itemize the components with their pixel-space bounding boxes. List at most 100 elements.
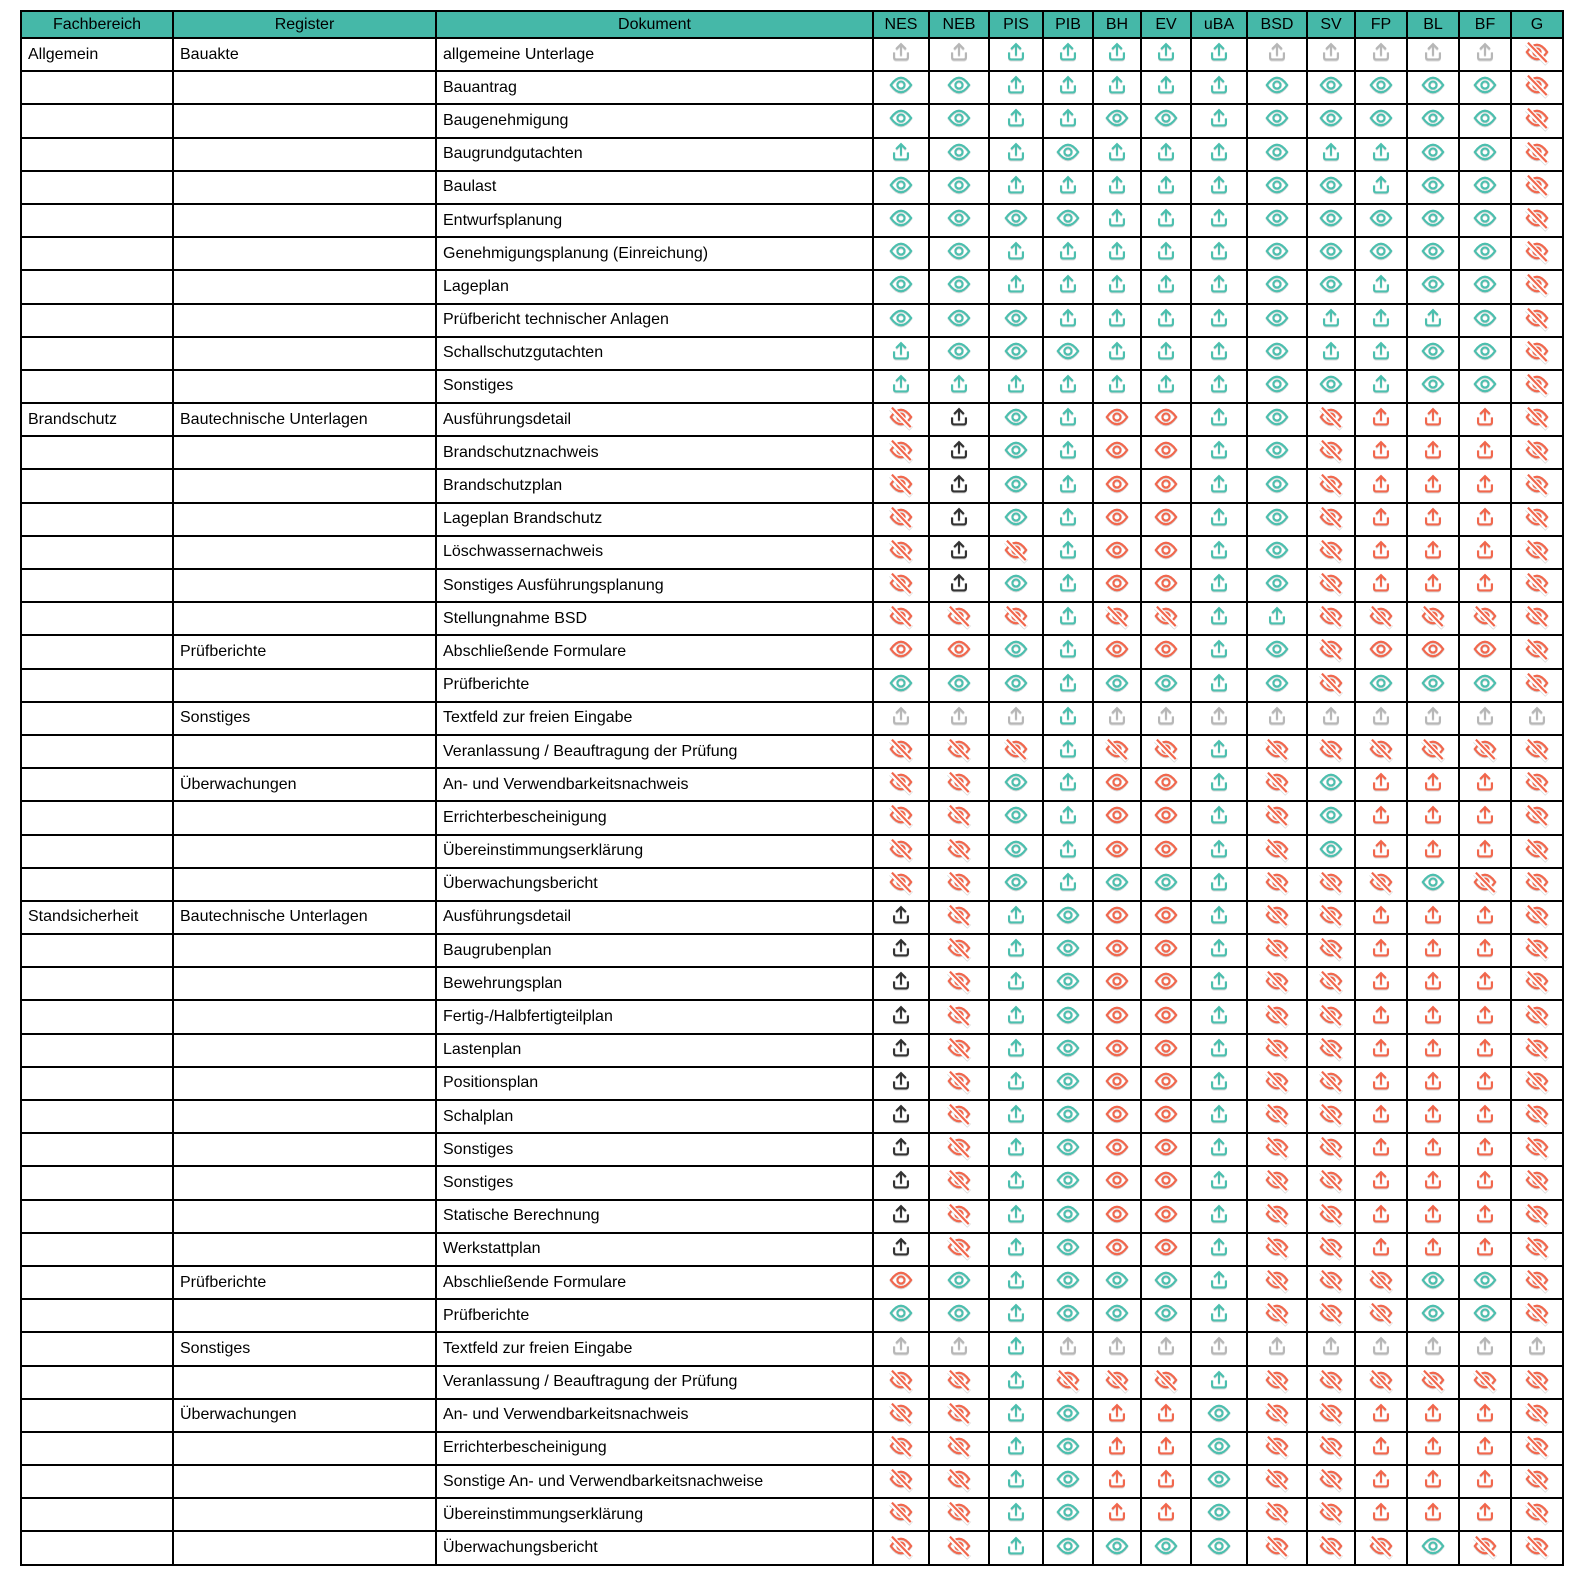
matrix-cell-uba[interactable] [1190, 700, 1248, 736]
matrix-cell-sv[interactable] [1306, 1198, 1356, 1234]
matrix-cell-ev[interactable] [1140, 1165, 1192, 1201]
matrix-cell-bsd[interactable] [1246, 368, 1308, 405]
matrix-cell-bsd[interactable] [1246, 70, 1308, 106]
matrix-cell-neb[interactable] [928, 899, 990, 936]
matrix-cell-sv[interactable] [1306, 899, 1356, 936]
matrix-cell-pib[interactable] [1042, 368, 1094, 405]
matrix-cell-neb[interactable] [928, 966, 990, 1002]
matrix-cell-pis[interactable] [988, 601, 1044, 637]
matrix-cell-sv[interactable] [1306, 335, 1356, 371]
matrix-cell-bf[interactable] [1458, 269, 1512, 305]
matrix-cell-ev[interactable] [1140, 36, 1192, 73]
matrix-cell-g[interactable] [1510, 236, 1564, 272]
matrix-cell-nes[interactable] [872, 1331, 930, 1367]
matrix-cell-g[interactable] [1510, 733, 1564, 770]
matrix-cell-g[interactable] [1510, 634, 1564, 670]
matrix-cell-ev[interactable] [1140, 999, 1192, 1035]
matrix-cell-fp[interactable] [1354, 501, 1408, 537]
matrix-cell-bh[interactable] [1092, 833, 1142, 869]
matrix-cell-neb[interactable] [928, 634, 990, 670]
matrix-cell-sv[interactable] [1306, 1530, 1356, 1566]
matrix-cell-bf[interactable] [1458, 634, 1512, 670]
matrix-cell-sv[interactable] [1306, 169, 1356, 205]
matrix-cell-nes[interactable] [872, 634, 930, 670]
matrix-cell-bh[interactable] [1092, 999, 1142, 1035]
matrix-cell-ev[interactable] [1140, 335, 1192, 371]
matrix-cell-nes[interactable] [872, 1397, 930, 1433]
matrix-cell-bsd[interactable] [1246, 103, 1308, 139]
matrix-cell-uba[interactable] [1190, 335, 1248, 371]
matrix-cell-g[interactable] [1510, 1032, 1564, 1068]
matrix-cell-nes[interactable] [872, 1032, 930, 1068]
matrix-cell-bl[interactable] [1406, 899, 1460, 936]
matrix-cell-ev[interactable] [1140, 1298, 1192, 1334]
matrix-cell-uba[interactable] [1190, 1497, 1248, 1533]
matrix-cell-neb[interactable] [928, 667, 990, 703]
matrix-cell-bh[interactable] [1092, 1464, 1142, 1500]
matrix-cell-uba[interactable] [1190, 1198, 1248, 1234]
matrix-cell-bh[interactable] [1092, 269, 1142, 305]
matrix-cell-ev[interactable] [1140, 667, 1192, 703]
matrix-cell-neb[interactable] [928, 1298, 990, 1334]
matrix-cell-bsd[interactable] [1246, 700, 1308, 736]
matrix-cell-pis[interactable] [988, 534, 1044, 571]
matrix-cell-ev[interactable] [1140, 899, 1192, 936]
matrix-cell-bsd[interactable] [1246, 236, 1308, 272]
matrix-cell-ev[interactable] [1140, 866, 1192, 902]
matrix-cell-neb[interactable] [928, 269, 990, 305]
matrix-cell-fp[interactable] [1354, 1231, 1408, 1267]
matrix-cell-sv[interactable] [1306, 501, 1356, 537]
matrix-cell-nes[interactable] [872, 667, 930, 703]
matrix-cell-pis[interactable] [988, 236, 1044, 272]
matrix-cell-fp[interactable] [1354, 933, 1408, 969]
matrix-cell-pib[interactable] [1042, 1264, 1094, 1301]
matrix-cell-pis[interactable] [988, 368, 1044, 405]
matrix-cell-bf[interactable] [1458, 202, 1512, 239]
matrix-cell-sv[interactable] [1306, 435, 1356, 471]
matrix-cell-sv[interactable] [1306, 534, 1356, 571]
matrix-cell-pib[interactable] [1042, 1364, 1094, 1400]
matrix-cell-bh[interactable] [1092, 601, 1142, 637]
matrix-cell-pib[interactable] [1042, 966, 1094, 1002]
matrix-cell-sv[interactable] [1306, 567, 1356, 604]
matrix-cell-bl[interactable] [1406, 733, 1460, 770]
matrix-cell-neb[interactable] [928, 833, 990, 869]
matrix-cell-bl[interactable] [1406, 435, 1460, 471]
matrix-cell-bl[interactable] [1406, 667, 1460, 703]
matrix-cell-fp[interactable] [1354, 1430, 1408, 1467]
matrix-cell-fp[interactable] [1354, 1530, 1408, 1566]
matrix-cell-bl[interactable] [1406, 1198, 1460, 1234]
matrix-cell-fp[interactable] [1354, 1132, 1408, 1168]
matrix-cell-bh[interactable] [1092, 899, 1142, 936]
matrix-cell-fp[interactable] [1354, 1331, 1408, 1367]
matrix-cell-bf[interactable] [1458, 402, 1512, 438]
matrix-cell-pis[interactable] [988, 70, 1044, 106]
matrix-cell-ev[interactable] [1140, 634, 1192, 670]
matrix-cell-bsd[interactable] [1246, 767, 1308, 803]
matrix-cell-neb[interactable] [928, 933, 990, 969]
matrix-cell-pis[interactable] [988, 933, 1044, 969]
matrix-cell-bsd[interactable] [1246, 1098, 1308, 1135]
matrix-cell-bh[interactable] [1092, 1264, 1142, 1301]
matrix-cell-neb[interactable] [928, 1397, 990, 1433]
matrix-cell-bf[interactable] [1458, 866, 1512, 902]
matrix-cell-bl[interactable] [1406, 70, 1460, 106]
matrix-cell-bl[interactable] [1406, 402, 1460, 438]
matrix-cell-uba[interactable] [1190, 899, 1248, 936]
matrix-cell-nes[interactable] [872, 767, 930, 803]
matrix-cell-bf[interactable] [1458, 601, 1512, 637]
matrix-cell-g[interactable] [1510, 933, 1564, 969]
matrix-cell-bf[interactable] [1458, 1098, 1512, 1135]
matrix-cell-g[interactable] [1510, 1364, 1564, 1400]
matrix-cell-bf[interactable] [1458, 1065, 1512, 1102]
matrix-cell-bsd[interactable] [1246, 667, 1308, 703]
matrix-cell-nes[interactable] [872, 269, 930, 305]
matrix-cell-pis[interactable] [988, 1165, 1044, 1201]
matrix-cell-bf[interactable] [1458, 1530, 1512, 1566]
matrix-cell-ev[interactable] [1140, 103, 1192, 139]
matrix-cell-fp[interactable] [1354, 667, 1408, 703]
matrix-cell-bl[interactable] [1406, 700, 1460, 736]
matrix-cell-fp[interactable] [1354, 1397, 1408, 1433]
matrix-cell-bh[interactable] [1092, 435, 1142, 471]
matrix-cell-fp[interactable] [1354, 335, 1408, 371]
